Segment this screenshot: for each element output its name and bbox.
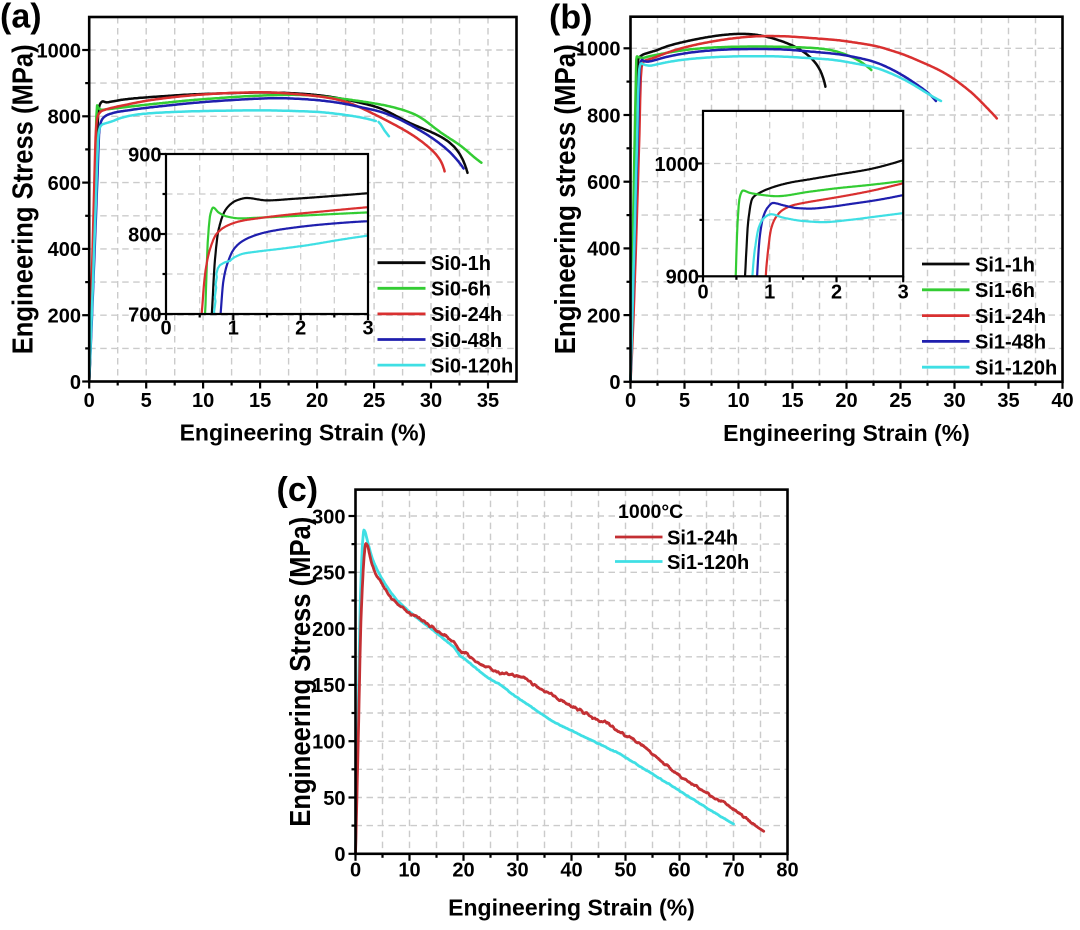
svg-text:70: 70 — [722, 860, 744, 882]
svg-text:700: 700 — [128, 304, 161, 326]
svg-text:Engineering Strain (%): Engineering Strain (%) — [723, 420, 970, 446]
svg-text:250: 250 — [312, 563, 345, 585]
svg-text:Si0-6h: Si0-6h — [431, 279, 491, 301]
svg-text:30: 30 — [943, 390, 965, 412]
svg-text:1: 1 — [764, 281, 775, 303]
svg-text:800: 800 — [48, 107, 81, 129]
svg-text:25: 25 — [889, 390, 911, 412]
svg-text:50: 50 — [614, 860, 636, 882]
svg-text:1000: 1000 — [37, 40, 82, 62]
svg-text:Engineering stress (MPa): Engineering stress (MPa) — [550, 44, 582, 354]
svg-text:2: 2 — [831, 281, 842, 303]
svg-text:0: 0 — [160, 318, 171, 340]
svg-text:1: 1 — [228, 318, 239, 340]
svg-text:35: 35 — [997, 390, 1019, 412]
svg-text:400: 400 — [587, 239, 620, 261]
svg-text:Si1-1h: Si1-1h — [975, 254, 1035, 276]
svg-text:Si1-120h: Si1-120h — [667, 552, 749, 574]
svg-text:0: 0 — [350, 860, 361, 882]
svg-text:(b): (b) — [549, 0, 592, 37]
svg-text:200: 200 — [48, 306, 81, 328]
svg-text:200: 200 — [312, 619, 345, 641]
svg-text:3: 3 — [898, 281, 909, 303]
svg-text:30: 30 — [506, 860, 528, 882]
svg-text:0: 0 — [70, 372, 81, 394]
svg-text:5: 5 — [679, 390, 690, 412]
svg-text:300: 300 — [312, 506, 345, 528]
svg-text:Si1-24h: Si1-24h — [975, 306, 1046, 328]
svg-text:Engineering Strain (%): Engineering Strain (%) — [180, 420, 427, 446]
svg-text:Si1-48h: Si1-48h — [975, 332, 1046, 354]
svg-text:10: 10 — [192, 390, 214, 412]
svg-text:5: 5 — [141, 390, 152, 412]
svg-text:Engineering Stress (MPa): Engineering Stress (MPa) — [8, 44, 40, 354]
svg-text:900: 900 — [128, 144, 161, 166]
svg-text:25: 25 — [363, 390, 385, 412]
svg-text:35: 35 — [477, 390, 499, 412]
svg-text:1000: 1000 — [576, 39, 621, 61]
svg-text:20: 20 — [835, 390, 857, 412]
svg-text:100: 100 — [312, 732, 345, 754]
svg-text:3: 3 — [362, 318, 373, 340]
svg-text:1000°C: 1000°C — [618, 501, 683, 523]
svg-text:600: 600 — [587, 172, 620, 194]
svg-text:(c): (c) — [277, 471, 319, 509]
svg-text:Si0-24h: Si0-24h — [431, 304, 502, 326]
svg-text:80: 80 — [776, 860, 798, 882]
svg-text:Si1-6h: Si1-6h — [975, 280, 1035, 302]
svg-text:900: 900 — [666, 267, 699, 289]
svg-text:Si1-120h: Si1-120h — [975, 358, 1057, 380]
svg-text:0: 0 — [697, 281, 708, 303]
svg-text:0: 0 — [334, 844, 345, 866]
svg-text:10: 10 — [727, 390, 749, 412]
svg-text:15: 15 — [249, 390, 271, 412]
svg-text:0: 0 — [84, 390, 95, 412]
svg-text:Engineering Stress (MPa): Engineering Stress (MPa) — [285, 517, 317, 827]
svg-text:1000: 1000 — [655, 154, 700, 176]
svg-text:2: 2 — [295, 318, 306, 340]
svg-text:15: 15 — [781, 390, 803, 412]
svg-text:Engineering Strain (%): Engineering Strain (%) — [448, 895, 695, 921]
svg-text:30: 30 — [420, 390, 442, 412]
svg-text:Si0-1h: Si0-1h — [431, 253, 491, 275]
svg-text:400: 400 — [48, 239, 81, 261]
svg-text:60: 60 — [668, 860, 690, 882]
svg-text:20: 20 — [452, 860, 474, 882]
svg-text:Si0-120h: Si0-120h — [431, 355, 513, 377]
svg-text:0: 0 — [609, 372, 620, 394]
svg-text:40: 40 — [560, 860, 582, 882]
svg-text:150: 150 — [312, 675, 345, 697]
svg-text:800: 800 — [587, 105, 620, 127]
svg-text:10: 10 — [398, 860, 420, 882]
svg-text:Si0-48h: Si0-48h — [431, 330, 502, 352]
svg-text:600: 600 — [48, 173, 81, 195]
svg-text:0: 0 — [625, 390, 636, 412]
svg-text:200: 200 — [587, 305, 620, 327]
svg-text:800: 800 — [128, 224, 161, 246]
svg-text:Si1-24h: Si1-24h — [667, 527, 738, 549]
svg-text:20: 20 — [306, 390, 328, 412]
svg-text:50: 50 — [323, 788, 345, 810]
svg-text:40: 40 — [1051, 390, 1073, 412]
svg-text:(a): (a) — [0, 0, 42, 36]
